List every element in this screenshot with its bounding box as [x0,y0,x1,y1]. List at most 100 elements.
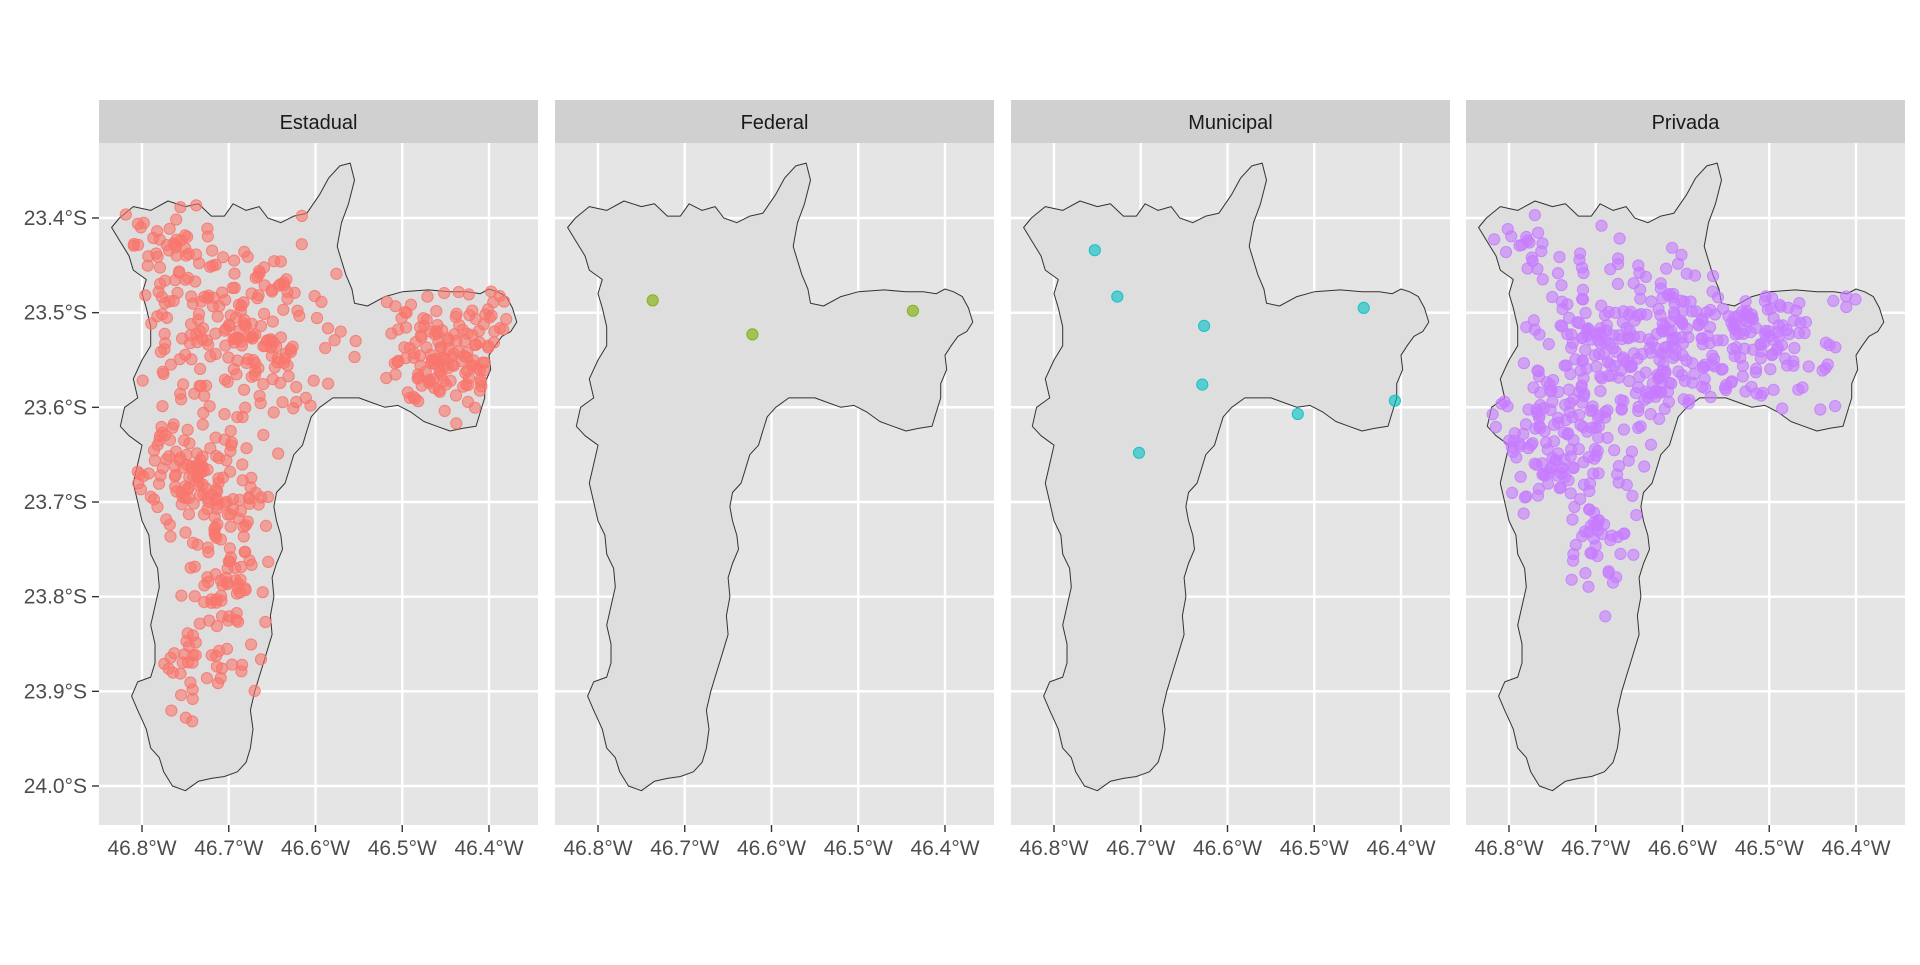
data-point [1576,530,1589,543]
data-point [1533,328,1546,341]
data-point [224,508,237,521]
data-point [1520,321,1533,334]
data-point [1613,232,1626,245]
data-point [1711,334,1724,347]
data-point [215,610,229,623]
data-point [1675,248,1688,261]
data-point [245,317,258,330]
data-point [1728,316,1741,329]
data-point [322,377,335,390]
data-point [1559,413,1573,427]
data-point [174,667,187,680]
x-tick-label: 46.6°W [1193,837,1262,860]
data-point [1788,341,1801,355]
data-point [249,271,262,284]
data-point [193,379,206,393]
data-point [1640,308,1653,321]
data-point [168,460,181,473]
data-point [266,373,279,386]
data-point [175,393,188,406]
data-point [412,395,425,408]
data-point [223,555,236,568]
data-point [348,350,361,364]
data-point [295,209,308,222]
data-point [1829,400,1842,413]
data-point [162,450,175,463]
data-point [174,201,187,214]
data-point [1567,461,1580,474]
data-point [1528,457,1541,470]
data-point [1592,514,1605,527]
data-point [177,378,190,391]
data-point [399,306,412,319]
data-point [229,574,242,587]
data-point [231,354,244,367]
data-point [274,255,287,268]
data-point [179,526,192,539]
x-tick-label: 46.7°W [194,837,263,860]
data-point [1522,442,1535,455]
data-point [1666,241,1679,254]
data-point [349,334,362,348]
data-point [1746,343,1760,356]
facet-strip-label: Privada [1652,112,1721,134]
data-point [321,322,335,335]
x-tick-label: 46.5°W [824,837,893,860]
data-point [1633,266,1646,279]
data-point [1774,300,1787,313]
data-point [1840,290,1853,303]
data-point [198,579,211,592]
data-point [183,640,196,653]
data-point [235,665,248,678]
data-point [1574,493,1587,506]
data-point [239,519,252,532]
data-point [1573,385,1586,398]
data-point [1566,513,1579,526]
data-point [1572,442,1585,456]
data-point [1634,292,1647,305]
data-point [1827,294,1840,307]
data-point [1542,477,1555,490]
x-tick-label: 46.7°W [1561,837,1630,860]
data-point [1522,403,1535,416]
data-point [219,339,232,352]
data-point [1506,486,1519,499]
data-point [1739,385,1752,398]
data-point [262,555,275,569]
data-point [187,497,200,510]
data-point [163,295,176,308]
data-point [158,343,171,356]
data-point [182,508,195,521]
data-point [193,617,206,630]
data-point [1510,451,1523,464]
data-point [1548,435,1561,448]
data-point [330,267,343,280]
y-tick-label: 23.7°S [24,491,87,514]
data-point [1759,328,1772,341]
data-point [1737,327,1750,340]
data-point [450,307,463,320]
data-point [488,325,501,338]
data-point [1534,386,1547,399]
data-point [141,259,154,272]
data-point [1488,233,1501,246]
y-tick-label: 23.5°S [24,302,87,325]
data-point [1704,390,1717,404]
data-point [1767,383,1780,396]
data-point [409,336,422,349]
data-point [1606,576,1620,589]
data-point [1802,360,1815,373]
data-point [458,334,471,347]
data-point [1636,347,1649,361]
data-point [162,662,175,675]
data-point [1664,316,1677,329]
data-point [1528,209,1542,222]
data-point [1574,247,1587,260]
data-point [284,343,297,356]
data-point [310,311,324,325]
data-point [173,353,186,366]
data-point [189,275,202,288]
data-point [225,436,238,449]
facet-strip [1011,100,1450,143]
